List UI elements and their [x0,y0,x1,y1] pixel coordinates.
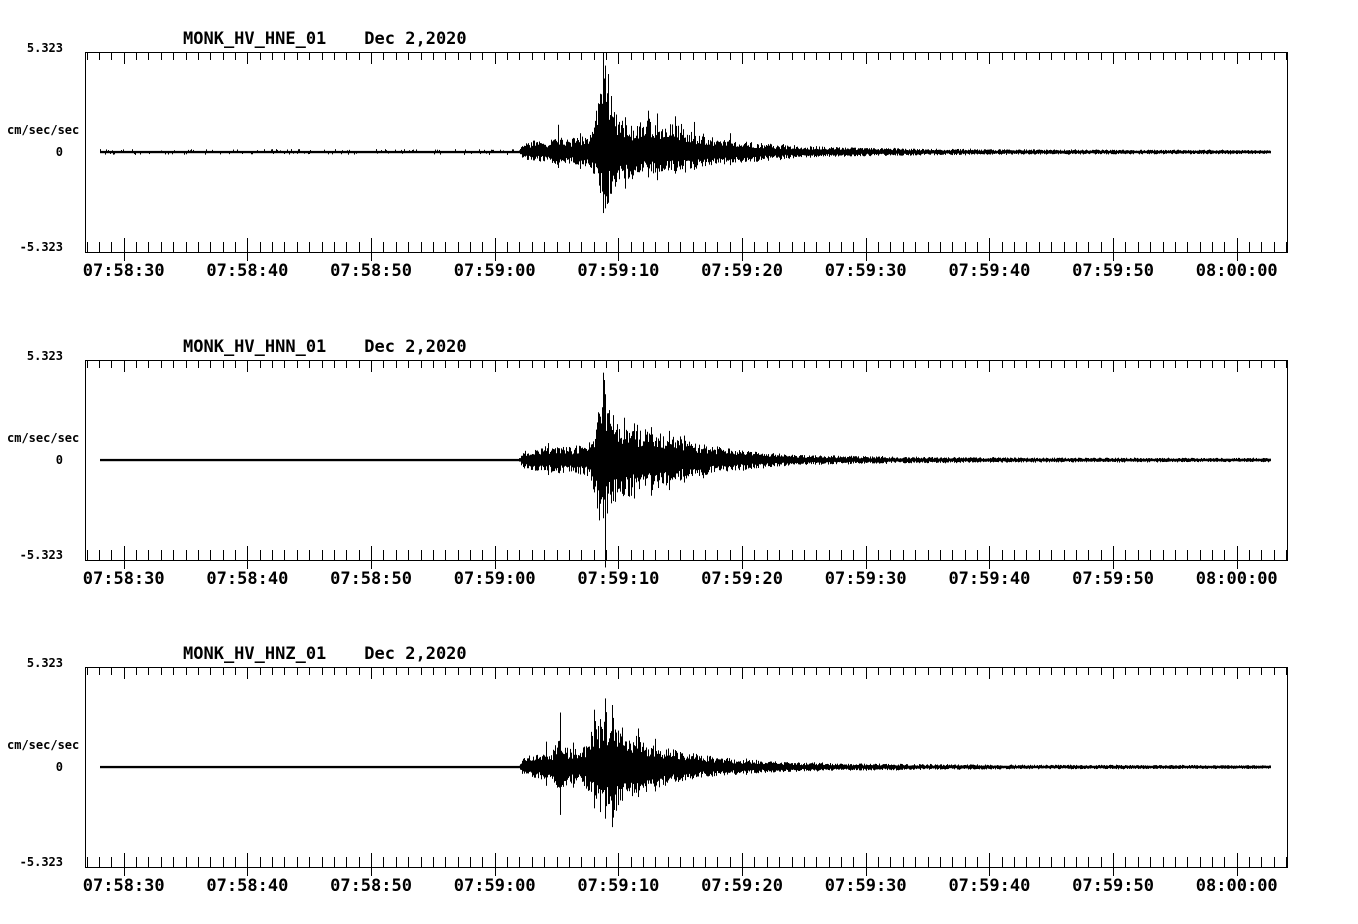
x-axis-time-label: 07:58:40 [206,261,289,281]
waveform-canvas-hne [84,40,1294,266]
y-axis-max-label: 5.323 [26,349,63,363]
x-axis-time-label: 07:59:00 [453,876,536,896]
waveform-canvas-hnn [84,348,1294,574]
x-axis-time-label: 07:59:50 [1072,261,1154,281]
x-axis-time-label: 08:00:00 [1195,569,1278,589]
x-axis-time-label: 07:58:50 [330,261,412,281]
x-axis-time-label: 07:58:30 [82,876,165,896]
x-axis-time-label: 07:59:00 [453,569,536,589]
waveform-canvas-hnz [84,655,1294,881]
x-axis-time-label: 07:58:40 [206,569,289,589]
y-axis-units-label: cm/sec/sec [7,431,80,445]
x-axis-time-label: 07:59:50 [1072,569,1154,589]
x-axis-time-label: 07:58:40 [206,876,289,896]
x-axis-time-label: 07:59:20 [701,569,783,589]
x-axis-time-label: 08:00:00 [1195,261,1278,281]
x-axis-time-label: 07:59:30 [824,876,907,896]
y-axis-max-label: 5.323 [26,41,63,55]
x-axis-time-label: 07:59:20 [701,876,783,896]
y-axis-zero-label: 0 [55,453,63,467]
x-axis-time-label: 07:58:30 [82,569,165,589]
y-axis-min-label: -5.323 [19,240,63,254]
x-axis-time-label: 07:59:00 [453,261,536,281]
x-axis-time-label: 07:58:50 [330,876,412,896]
x-axis-time-label: 07:59:20 [701,261,783,281]
y-axis-units-label: cm/sec/sec [7,738,80,752]
x-axis-time-label: 07:59:10 [577,261,660,281]
x-axis-time-label: 07:59:30 [824,261,907,281]
x-axis-time-label: 07:59:40 [948,876,1031,896]
y-axis-zero-label: 0 [55,760,63,774]
x-axis-time-label: 08:00:00 [1195,876,1278,896]
y-axis-zero-label: 0 [55,145,63,159]
y-axis-max-label: 5.323 [26,656,63,670]
x-axis-time-label: 07:59:10 [577,876,660,896]
x-axis-time-label: 07:59:30 [824,569,907,589]
y-axis-units-label: cm/sec/sec [7,123,80,137]
x-axis-time-label: 07:58:50 [330,569,412,589]
x-axis-time-label: 07:58:30 [82,261,165,281]
x-axis-time-label: 07:59:40 [948,261,1031,281]
y-axis-min-label: -5.323 [19,855,63,869]
x-axis-time-label: 07:59:50 [1072,876,1154,896]
y-axis-min-label: -5.323 [19,548,63,562]
x-axis-time-label: 07:59:10 [577,569,660,589]
x-axis-time-label: 07:59:40 [948,569,1031,589]
